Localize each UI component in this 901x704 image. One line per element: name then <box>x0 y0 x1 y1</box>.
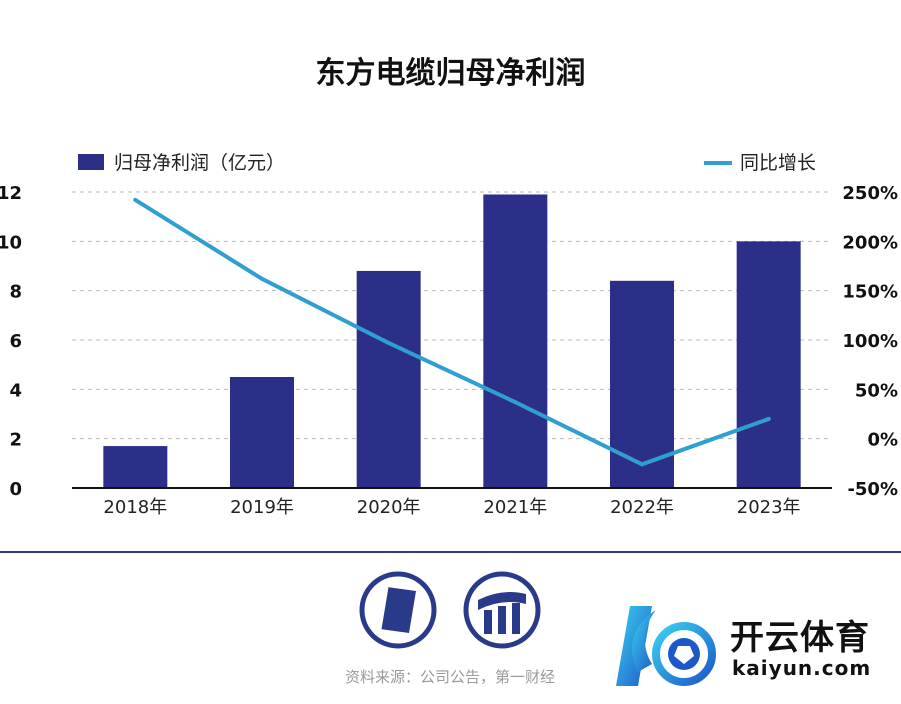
category-label: 2021年 <box>483 497 547 518</box>
left-axis-ticks: 0 2 4 6 8 10 12 <box>0 183 22 500</box>
right-tick-label: 250% <box>842 183 898 204</box>
left-tick-label: 10 <box>0 232 22 253</box>
category-labels: 2018年 2019年 2020年 2021年 2022年 2023年 <box>103 497 800 518</box>
right-tick-label: 100% <box>842 331 898 352</box>
footer-divider <box>0 551 901 553</box>
chart-area: 0 2 4 6 8 10 12 -50% 0% 50% 100% 150% 200% 250% 2018… <box>0 152 898 518</box>
left-tick-label: 6 <box>9 331 22 352</box>
watermark-logo-icon <box>616 606 716 686</box>
category-label: 2019年 <box>230 497 294 518</box>
chart-title: 东方电缆归母净利润 <box>315 56 586 91</box>
bar-2018年 <box>103 446 168 488</box>
left-tick-label: 4 <box>9 380 22 401</box>
line-point-2020年 <box>386 340 391 345</box>
grid-lines <box>72 191 832 440</box>
watermark-text: 开云体育 <box>730 618 870 658</box>
logo-badge-parallelogram-icon <box>359 571 437 649</box>
category-label: 2020年 <box>357 497 421 518</box>
bar-2021年 <box>483 194 548 488</box>
line-point-2019年 <box>260 276 264 281</box>
right-tick-label: 0% <box>867 430 898 451</box>
bar-series <box>103 194 801 488</box>
legend-label-bar: 归母净利润（亿元） <box>114 152 285 174</box>
yoy-growth-line <box>133 197 771 467</box>
right-tick-label: -50% <box>847 479 898 500</box>
bar-2020年 <box>356 270 421 488</box>
line-point-2021年 <box>513 400 518 405</box>
left-tick-label: 12 <box>0 183 22 204</box>
source-note: 资料来源：公司公告，第一财经 <box>344 668 555 686</box>
line-point-2022年 <box>640 462 644 467</box>
category-label: 2018年 <box>103 497 167 518</box>
logo-badge-columns-icon <box>463 571 541 649</box>
bar-2019年 <box>230 377 294 488</box>
right-axis-ticks: -50% 0% 50% 100% 150% 200% 250% <box>842 183 898 500</box>
right-tick-label: 150% <box>842 282 898 303</box>
category-label: 2022年 <box>610 497 674 518</box>
right-tick-label: 200% <box>842 232 898 253</box>
legend-label-line: 同比增长 <box>740 152 816 174</box>
category-label: 2023年 <box>737 497 801 518</box>
line-series <box>133 197 771 467</box>
left-tick-label: 8 <box>9 282 22 303</box>
legend-swatch-bar <box>78 154 104 170</box>
right-tick-label: 50% <box>855 380 898 401</box>
line-point-2023年 <box>766 416 771 421</box>
left-tick-label: 0 <box>9 479 22 500</box>
left-tick-label: 2 <box>9 430 22 451</box>
bar-2023年 <box>736 241 801 488</box>
line-point-2018年 <box>133 197 138 202</box>
watermark-url: kaiyun.com <box>732 656 872 680</box>
